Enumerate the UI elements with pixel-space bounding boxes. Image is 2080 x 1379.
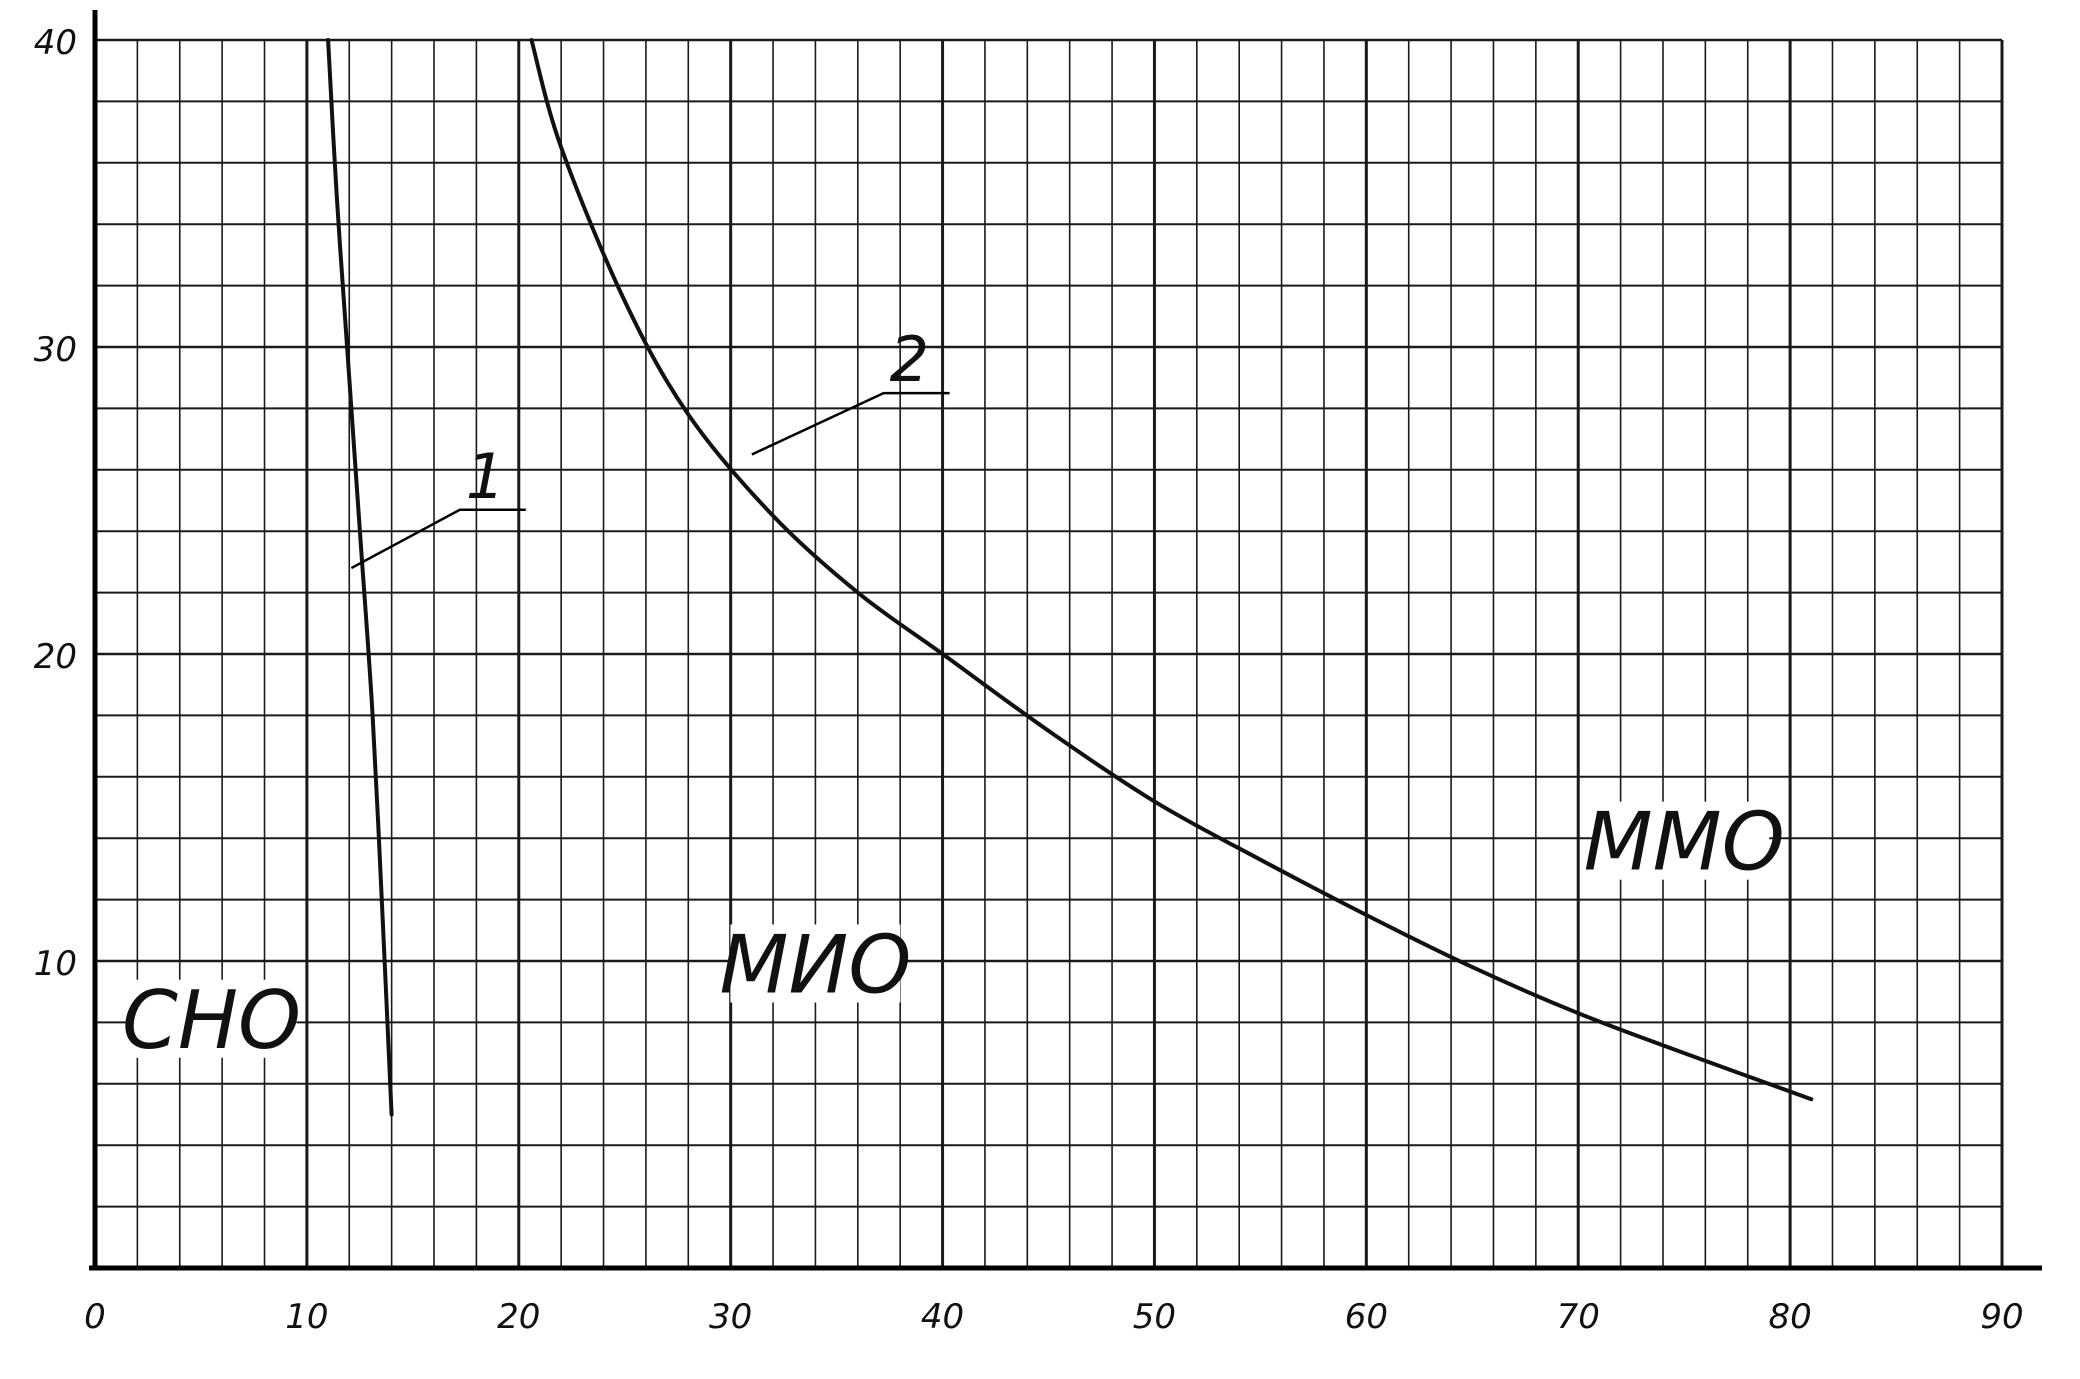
y-tick-label: 10 xyxy=(34,944,77,984)
region-label: МИО xyxy=(720,918,912,1011)
x-tick-label: 50 xyxy=(1133,1297,1176,1337)
x-tick-label: 30 xyxy=(709,1297,752,1337)
y-tick-label: 40 xyxy=(34,23,77,63)
y-tick-label: 30 xyxy=(34,330,77,370)
region-label: ММО xyxy=(1584,796,1785,889)
x-tick-label: 60 xyxy=(1345,1297,1388,1337)
x-tick-label: 40 xyxy=(921,1297,964,1337)
region-label-background xyxy=(126,979,297,1058)
series-line-1 xyxy=(326,38,394,1117)
curve-number-label: 2 xyxy=(890,323,929,396)
region-label-background xyxy=(730,924,901,1003)
x-tick-label: 70 xyxy=(1557,1297,1600,1337)
region-label: СНО xyxy=(122,974,301,1067)
x-tick-label: 20 xyxy=(497,1297,540,1337)
axes xyxy=(89,10,2042,1271)
series xyxy=(326,38,1814,1117)
y-tick-label: 20 xyxy=(34,637,77,677)
x-tick-label: 10 xyxy=(285,1297,328,1337)
tick-labels: 0 10 20 30 40 50 60 70 80 90 10 20 30 40 xyxy=(34,23,2024,1337)
x-tick-label: 80 xyxy=(1768,1297,1811,1337)
annotations: 1 2 СНО МИО ММО xyxy=(122,323,1785,1067)
region-label-background xyxy=(1599,801,1770,880)
curve-number-label: 1 xyxy=(466,440,505,513)
grid xyxy=(95,38,2004,1268)
leader-line-1 xyxy=(350,508,526,570)
x-tick-label: 90 xyxy=(1980,1297,2023,1337)
series-line-2 xyxy=(529,38,1814,1102)
x-tick-label: 0 xyxy=(84,1297,106,1337)
leader-line-2 xyxy=(751,391,950,456)
